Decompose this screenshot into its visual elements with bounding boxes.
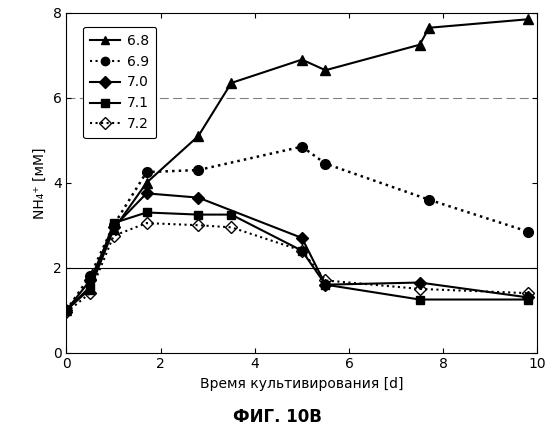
6.8 [417,42,423,47]
7.2 [299,248,305,253]
6.8 [299,57,305,62]
6.9 [86,273,93,279]
6.9 [426,197,433,203]
7.0 [143,191,150,196]
Y-axis label: NH₄⁺ [мМ]: NH₄⁺ [мМ] [33,147,47,218]
7.1 [525,297,531,302]
7.1 [110,221,117,226]
Line: 6.8: 6.8 [61,15,533,315]
Line: 6.9: 6.9 [61,142,533,315]
7.2 [86,291,93,296]
6.9 [63,307,70,313]
6.8 [86,286,93,292]
7.2 [63,310,70,315]
7.1 [228,212,235,217]
7.0 [322,282,329,287]
6.9 [299,144,305,149]
6.9 [143,169,150,175]
7.1 [63,307,70,313]
7.0 [63,307,70,313]
7.0 [86,278,93,283]
7.2 [322,278,329,283]
6.9 [195,167,202,172]
6.8 [110,227,117,232]
7.2 [195,223,202,228]
6.8 [228,80,235,86]
6.9 [322,161,329,166]
6.9 [110,223,117,228]
7.2 [525,291,531,296]
7.2 [143,221,150,226]
7.1 [86,284,93,289]
7.2 [228,225,235,230]
6.9 [525,229,531,234]
X-axis label: Время культивирования [d]: Время культивирования [d] [200,377,404,391]
Line: 7.1: 7.1 [62,208,532,314]
Line: 7.2: 7.2 [62,219,532,316]
7.1 [417,297,423,302]
6.8 [426,25,433,31]
7.1 [322,282,329,287]
7.0 [417,280,423,285]
7.0 [195,195,202,200]
7.0 [299,235,305,240]
7.1 [195,212,202,217]
Line: 7.0: 7.0 [62,189,532,314]
6.8 [143,180,150,185]
7.1 [143,210,150,215]
7.1 [299,248,305,253]
6.8 [322,68,329,73]
Legend: 6.8, 6.9, 7.0, 7.1, 7.2: 6.8, 6.9, 7.0, 7.1, 7.2 [83,27,156,138]
7.0 [110,225,117,230]
6.8 [195,133,202,138]
7.0 [525,295,531,300]
6.8 [525,17,531,22]
7.2 [110,233,117,238]
6.8 [63,307,70,313]
Text: ФИГ. 10В: ФИГ. 10В [233,408,321,426]
7.2 [417,286,423,292]
